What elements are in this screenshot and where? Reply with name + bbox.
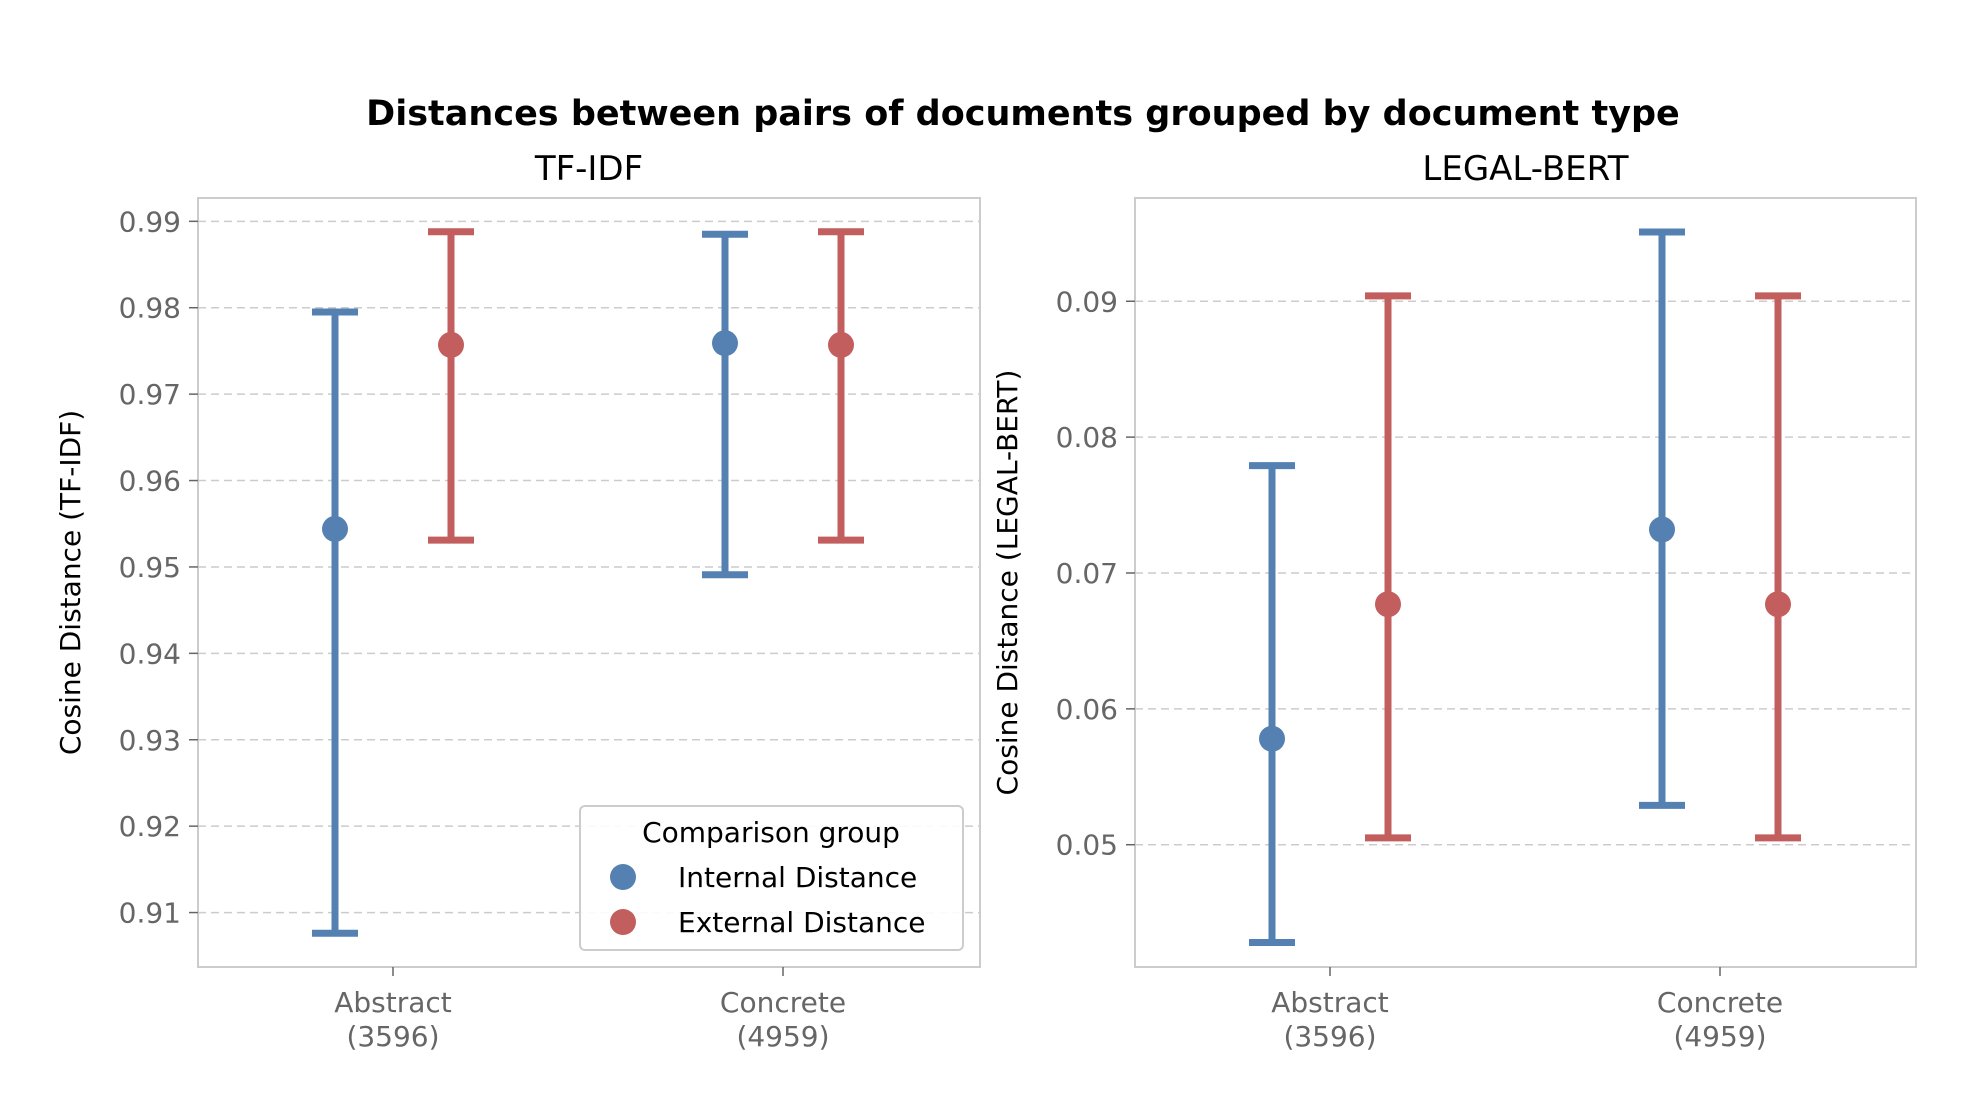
x-tick-count: (3596): [346, 1020, 439, 1053]
x-tick-label: Abstract: [334, 986, 452, 1019]
mean-point: [438, 331, 464, 358]
legend-box: [579, 805, 964, 951]
y-tick-label: 0.99: [119, 205, 181, 238]
mean-point: [828, 331, 854, 358]
error-bars: [1249, 228, 1801, 947]
y-ticks: 0.05 0.06 0.07 0.08 0.09: [1056, 285, 1135, 862]
mean-point: [1259, 725, 1285, 752]
legend-marker-internal: [610, 864, 636, 890]
legend: Comparison group Internal Distance Exter…: [579, 805, 964, 951]
y-tick-label: 0.93: [119, 724, 181, 757]
x-tick-label: Abstract: [1271, 986, 1389, 1019]
x-tick-count: (4959): [736, 1020, 829, 1053]
y-tick-label: 0.06: [1056, 693, 1118, 726]
y-tick-label: 0.07: [1056, 557, 1118, 590]
y-tick-label: 0.08: [1056, 421, 1118, 454]
y-tick-label: 0.91: [119, 897, 181, 930]
gridlines: [1135, 300, 1916, 846]
x-ticks: Abstract(3596) Concrete(4959): [334, 967, 846, 1053]
legend-title: Comparison group: [642, 816, 900, 849]
x-tick-count: (3596): [1283, 1020, 1376, 1053]
panel-tfidf: 0.91 0.92 0.93 0.94 0.95 0.96 0.97 0.98 0.99 Abs…: [54, 149, 981, 1053]
y-tick-label: 0.96: [119, 465, 181, 498]
x-tick-count: (4959): [1673, 1020, 1766, 1053]
y-ticks: 0.91 0.92 0.93 0.94 0.95 0.96 0.97 0.98 0.99: [119, 205, 198, 930]
y-tick-label: 0.95: [119, 551, 181, 584]
plot-frame: [1134, 197, 1917, 968]
panel-title: TF-IDF: [534, 149, 643, 189]
figure-title: Distances between pairs of documents gro…: [366, 94, 1680, 134]
y-axis-label: Cosine Distance (LEGAL-BERT): [991, 370, 1024, 796]
x-tick-label: Concrete: [720, 986, 846, 1019]
gridlines: [198, 220, 980, 914]
y-tick-label: 0.94: [119, 637, 181, 670]
x-tick-label: Concrete: [1657, 986, 1783, 1019]
mean-point: [322, 515, 348, 542]
y-tick-label: 0.05: [1056, 829, 1118, 862]
y-tick-label: 0.97: [119, 378, 181, 411]
mean-point: [712, 330, 738, 357]
legend-label-internal: Internal Distance: [678, 861, 917, 894]
mean-point: [1649, 516, 1675, 543]
panel-legal-bert: 0.05 0.06 0.07 0.08 0.09 Abstract(3596) Concr…: [991, 149, 1917, 1053]
panel-title: LEGAL-BERT: [1422, 149, 1628, 189]
error-bars: [312, 228, 864, 937]
mean-point: [1765, 591, 1791, 618]
x-ticks: Abstract(3596) Concrete(4959): [1271, 967, 1783, 1053]
plot-frame: [197, 197, 981, 968]
y-tick-label: 0.92: [119, 810, 181, 843]
legend-label-external: External Distance: [678, 906, 926, 939]
legend-marker-external: [610, 909, 636, 935]
mean-point: [1375, 591, 1401, 618]
y-axis-label: Cosine Distance (TF-IDF): [54, 410, 87, 755]
y-tick-label: 0.98: [119, 292, 181, 325]
y-tick-label: 0.09: [1056, 285, 1118, 318]
